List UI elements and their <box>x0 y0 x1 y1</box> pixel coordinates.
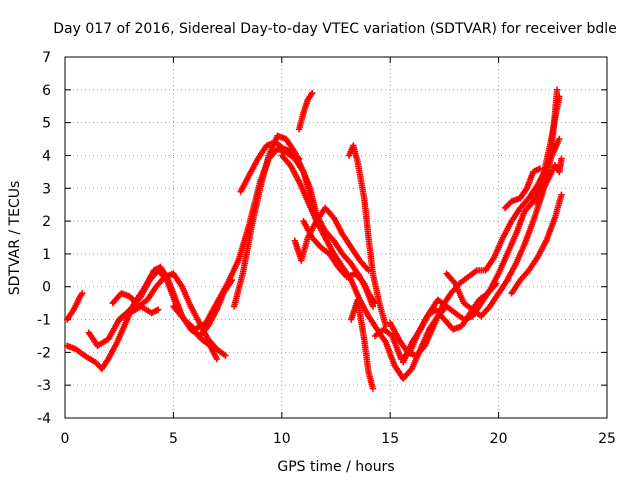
y-tick-label: 6 <box>42 83 51 99</box>
x-tick-label: 15 <box>381 431 399 447</box>
series-arc-14 <box>348 296 377 392</box>
series-markers <box>291 204 372 274</box>
plot-frame <box>64 56 608 419</box>
y-tick-label: 5 <box>42 116 51 132</box>
series-markers <box>501 165 543 212</box>
grid <box>65 57 607 418</box>
y-tick-labels: -4 -3 -2 -1 0 1 2 3 4 5 6 7 <box>37 50 51 427</box>
data-series <box>64 86 565 392</box>
series-arc-1 <box>64 290 86 323</box>
series-markers <box>116 303 162 323</box>
series-markers <box>295 89 316 133</box>
x-tick-label: 20 <box>490 431 508 447</box>
y-tick-label: 1 <box>42 247 51 263</box>
series-markers <box>345 142 390 330</box>
y-tick-label: -3 <box>37 378 51 394</box>
x-tick-label: 5 <box>169 431 178 447</box>
series-arc-9 <box>295 89 316 133</box>
x-tick-label: 0 <box>61 431 70 447</box>
chart-title: Day 017 of 2016, Sidereal Day-to-day VTE… <box>53 21 617 37</box>
x-tick-label: 25 <box>598 431 616 447</box>
series-arc-19 <box>501 165 543 212</box>
y-axis-label: SDTVAR / TECUs <box>7 181 23 296</box>
y-tick-label: -2 <box>37 345 51 361</box>
series-arc-11 <box>291 204 372 274</box>
axis-ticks <box>64 56 608 419</box>
series-markers <box>64 290 86 323</box>
series-arc-8 <box>237 139 303 195</box>
series-arc-21 <box>534 155 565 208</box>
series-markers <box>300 217 377 310</box>
y-tick-label: 2 <box>42 214 51 230</box>
series-arc-13 <box>345 142 390 330</box>
x-axis-label: GPS time / hours <box>277 459 394 475</box>
y-tick-label: 3 <box>42 181 51 197</box>
x-tick-labels: 0 5 10 15 20 25 <box>61 431 616 447</box>
y-tick-label: 0 <box>42 280 51 296</box>
y-tick-label: -1 <box>37 313 51 329</box>
y-tick-label: 7 <box>42 50 51 66</box>
series-arc-17 <box>400 93 563 366</box>
y-tick-label: -4 <box>37 411 51 427</box>
series-markers <box>348 296 377 392</box>
series-arc-5 <box>116 303 162 323</box>
series-markers <box>400 93 563 366</box>
series-arc-20 <box>508 191 565 297</box>
y-tick-label: 4 <box>42 148 51 164</box>
series-markers <box>508 191 565 297</box>
series-markers <box>534 155 565 208</box>
series-markers <box>237 139 303 195</box>
x-tick-label: 10 <box>273 431 291 447</box>
series-arc-12 <box>300 217 377 310</box>
